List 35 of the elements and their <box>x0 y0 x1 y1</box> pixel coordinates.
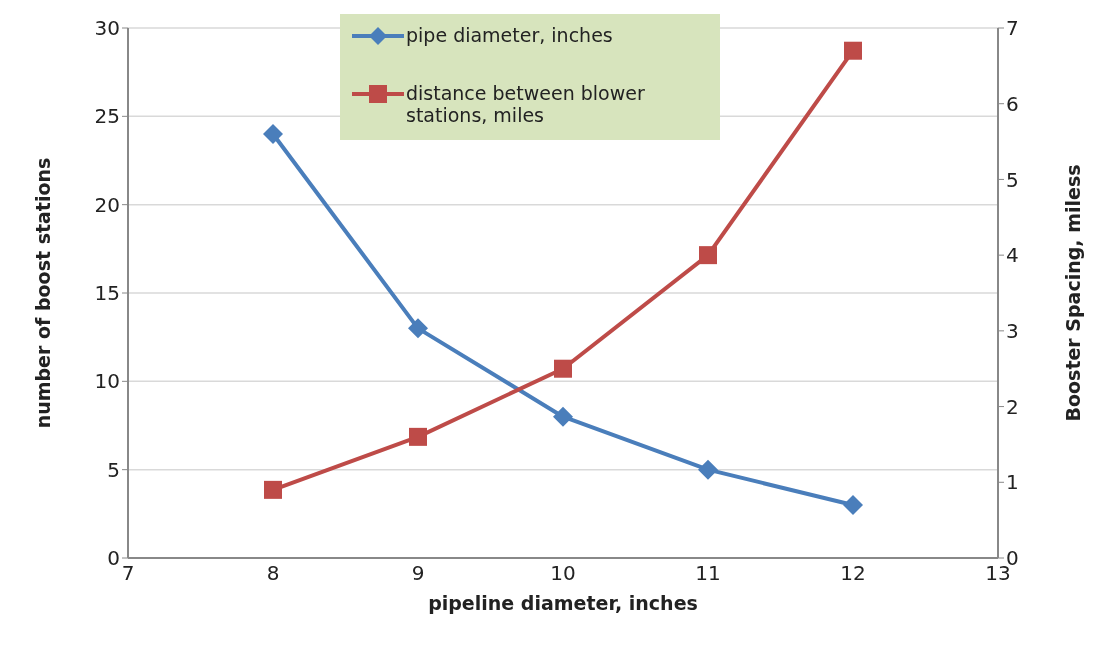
y2-axis-title: Booster Spacing, miless <box>1061 164 1084 422</box>
point <box>844 41 862 60</box>
y-tick-label: 0 <box>107 546 120 571</box>
x-tick-label: 9 <box>411 561 425 586</box>
x-tick-label: 10 <box>550 561 576 586</box>
y2-tick-label: 1 <box>1006 470 1019 495</box>
legend-label: pipe diameter, inches <box>406 24 614 46</box>
y2-tick-label: 4 <box>1006 243 1019 268</box>
x-tick-label: 7 <box>121 561 135 586</box>
point <box>264 480 282 499</box>
point <box>554 359 572 378</box>
point <box>409 427 427 446</box>
point <box>553 406 573 427</box>
point <box>699 246 717 265</box>
point <box>843 495 863 515</box>
point <box>698 459 718 480</box>
legend-label: distance between blower stations, miles <box>406 82 646 126</box>
x-tick-label: 8 <box>266 561 280 586</box>
y2-tick-label: 7 <box>1006 16 1019 41</box>
y-tick-label: 30 <box>94 16 120 41</box>
x-tick-label: 12 <box>840 561 866 586</box>
point <box>408 318 428 339</box>
y-tick-label: 20 <box>94 192 120 217</box>
y2-tick-label: 6 <box>1006 91 1019 116</box>
y2-tick-label: 5 <box>1006 167 1019 192</box>
y-tick-label: 5 <box>107 457 120 482</box>
y2-tick-label: 3 <box>1006 318 1019 343</box>
y2-tick-label: 2 <box>1006 394 1019 419</box>
y-axis-title: number of boost stations <box>31 157 54 429</box>
x-tick-label: 11 <box>695 561 721 586</box>
y-tick-label: 15 <box>94 281 120 306</box>
y-tick-label: 10 <box>94 369 120 394</box>
x-axis-title: pipeline diameter, inches <box>428 592 698 614</box>
y-tick-label: 25 <box>94 104 120 129</box>
point <box>263 124 283 144</box>
